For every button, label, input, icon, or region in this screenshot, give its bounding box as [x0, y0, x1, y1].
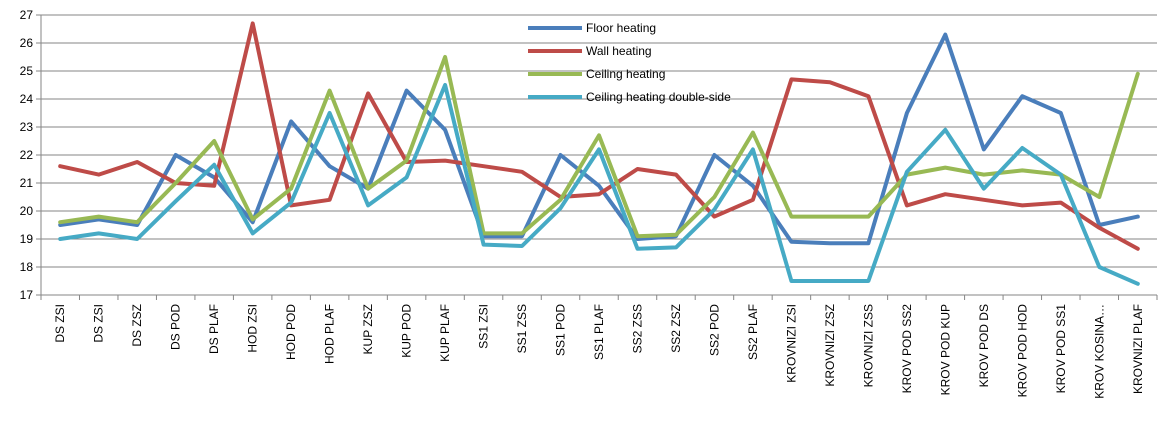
x-tick-label: KROVNIZI ZSS — [861, 304, 875, 387]
y-tick-label: 27 — [20, 8, 34, 22]
x-tick-label: KROV POD HOD — [1015, 304, 1029, 398]
series-lines — [58, 21, 1140, 286]
x-tick-label: HOD PLAF — [323, 304, 337, 364]
x-tick-label: KROV POD DS — [977, 304, 991, 387]
y-tick-label: 22 — [20, 148, 34, 162]
legend-label: Floor heating — [586, 21, 656, 35]
x-tick-label: KROV POD SS1 — [1054, 304, 1068, 394]
x-tick-label: SS1 PLAF — [592, 304, 606, 360]
x-tick-label: DS POD — [169, 304, 183, 350]
x-tick-label: KROV POD KUP — [938, 304, 952, 395]
series-line-4 — [58, 83, 1140, 286]
x-tick-label: DS PLAF — [207, 304, 221, 354]
y-tick-label: 19 — [20, 232, 34, 246]
y-tick-label: 23 — [20, 120, 34, 134]
x-axis-ticks: DS ZSI DS ZSI DS ZSZ DS POD DS PLAF HOD ZSI HO… — [40, 295, 1158, 399]
x-tick-label: KUP ZSZ — [361, 304, 375, 354]
series-line-2 — [58, 21, 1140, 251]
x-tick-label: KROV KOSINA… — [1092, 304, 1106, 399]
x-tick-label: SS1 ZSI — [477, 304, 491, 349]
legend: Floor heating Wall heating Ceiling heating… — [528, 21, 731, 104]
x-tick-label: KUP POD — [400, 304, 414, 358]
x-tick-label: DS ZSI — [92, 304, 106, 343]
x-tick-label: SS2 ZSS — [630, 304, 644, 353]
x-tick-label: SS1 POD — [554, 304, 568, 356]
x-tick-label: KROVNIZI PLAF — [1131, 304, 1145, 394]
x-tick-label: HOD POD — [284, 304, 298, 360]
x-tick-label: SS2 POD — [707, 304, 721, 356]
y-tick-label: 20 — [20, 204, 34, 218]
x-tick-label: DS ZSZ — [130, 304, 144, 347]
y-tick-label: 17 — [20, 288, 34, 302]
legend-label: Ceiling heating double-side — [586, 90, 731, 104]
x-tick-label: KROVNIZI ZSZ — [823, 304, 837, 387]
y-tick-label: 18 — [20, 260, 34, 274]
legend-label: Wall heating — [586, 44, 652, 58]
x-tick-label: KROV POD SS2 — [900, 304, 914, 394]
series-line-3 — [58, 55, 1140, 239]
x-tick-label: SS2 ZSZ — [669, 304, 683, 353]
x-tick-label: DS ZSI — [53, 304, 67, 343]
x-tick-label: KROVNIZI ZSI — [784, 304, 798, 383]
x-tick-label: HOD ZSI — [246, 304, 260, 353]
x-tick-label: SS1 ZSS — [515, 304, 529, 353]
y-tick-label: 25 — [20, 64, 34, 78]
y-tick-label: 26 — [20, 36, 34, 50]
legend-label: Ceiling heating — [586, 67, 665, 81]
x-tick-label: SS2 PLAF — [746, 304, 760, 360]
y-tick-label: 21 — [20, 176, 34, 190]
x-tick-label: KUP PLAF — [438, 304, 452, 362]
y-tick-label: 24 — [20, 92, 34, 106]
y-axis-ticks: 17 18 19 20 21 22 23 24 25 26 27 — [20, 8, 41, 302]
